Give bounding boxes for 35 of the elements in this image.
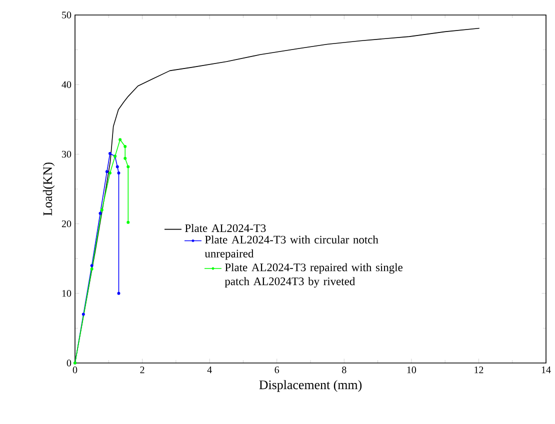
- point: [108, 152, 112, 155]
- point: [108, 171, 112, 174]
- legend-label: Plate AL2024-T3 repaired with single patch AL2024T3 by riveted: [224, 263, 402, 288]
- point: [126, 165, 130, 168]
- y-tick-label: 20: [62, 220, 72, 228]
- y-tick-label: 50: [62, 12, 72, 18]
- point: [124, 145, 127, 148]
- x-tick-label: 8: [342, 366, 346, 374]
- y-tick-label: 10: [62, 290, 72, 297]
- x-axis-title: Displacement (mm): [259, 380, 362, 392]
- y-tick-label: 0: [66, 360, 72, 366]
- y-tick-label: 40: [62, 81, 72, 88]
- x-tick-label: 6: [274, 366, 280, 374]
- x-tick-label: 2: [140, 366, 144, 374]
- point: [117, 292, 120, 295]
- point: [117, 171, 120, 174]
- point: [90, 264, 94, 268]
- point: [90, 268, 94, 271]
- point: [124, 156, 127, 160]
- point: [118, 138, 122, 142]
- legend-label: Plate AL2024-T3 with circular notch unrepaired: [204, 235, 378, 260]
- point: [82, 312, 85, 316]
- x-tick-label: 10: [407, 366, 416, 374]
- point: [126, 220, 130, 224]
- point: [98, 212, 102, 215]
- x-tick-label: 12: [474, 366, 484, 374]
- legend-label: Plate AL2024-T3: [185, 224, 266, 232]
- point: [105, 170, 108, 174]
- point: [116, 165, 119, 168]
- y-axis-title: Load(KN): [42, 162, 55, 216]
- point: [100, 208, 104, 212]
- x-tick-label: 0: [72, 366, 78, 374]
- x-tick-label: 14: [542, 366, 551, 374]
- y-tick-label: 30: [62, 150, 72, 158]
- x-tick-label: 4: [207, 366, 212, 374]
